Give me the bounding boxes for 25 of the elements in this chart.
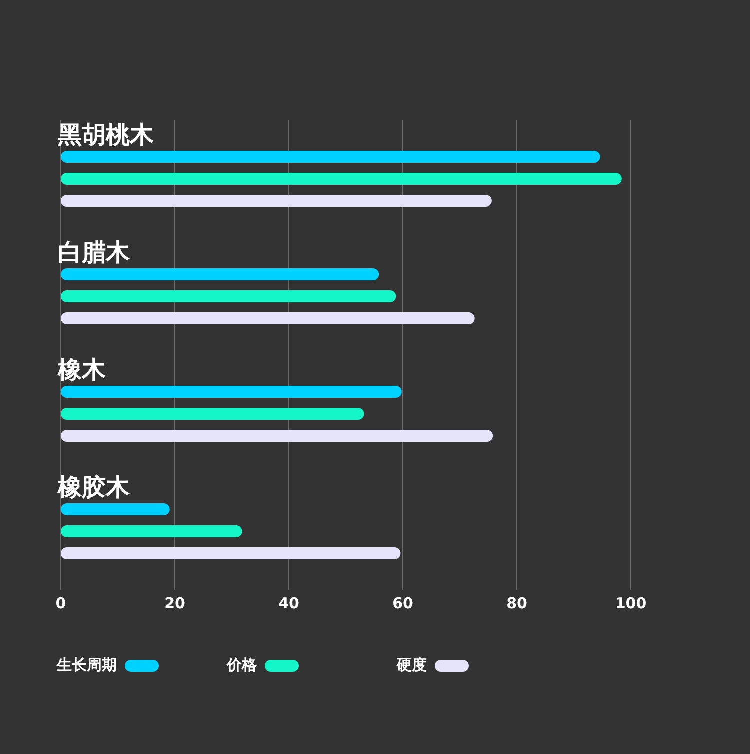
x-tick-label: 40 xyxy=(278,594,300,613)
legend-label: 价格 xyxy=(227,656,257,675)
y-tick-label: 橡胶木 xyxy=(57,473,131,502)
bar xyxy=(61,195,492,207)
bar xyxy=(61,548,401,560)
bar xyxy=(61,504,170,516)
bar xyxy=(61,151,600,163)
x-tick-label: 0 xyxy=(56,594,66,613)
x-tick-label: 20 xyxy=(164,594,186,613)
bar xyxy=(61,268,380,280)
legend-label: 硬度 xyxy=(397,656,427,675)
y-tick-label: 橡木 xyxy=(57,356,107,384)
bar xyxy=(61,386,402,398)
bar xyxy=(61,312,475,324)
bar xyxy=(61,526,242,538)
x-tick-label: 80 xyxy=(506,594,528,613)
bar xyxy=(61,173,622,185)
bar xyxy=(61,408,364,420)
x-tick-label: 60 xyxy=(392,594,414,613)
legend-label: 生长周期 xyxy=(57,656,117,675)
bar xyxy=(61,430,494,442)
y-tick-label: 白腊木 xyxy=(58,238,131,266)
y-tick-label: 黑胡桃木 xyxy=(57,120,155,149)
x-tick-label: 100 xyxy=(615,594,647,613)
bar xyxy=(61,290,396,302)
